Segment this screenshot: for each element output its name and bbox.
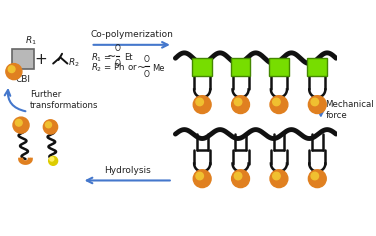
Text: $R_2$: $R_2$ [68,56,80,69]
Circle shape [232,96,250,114]
Circle shape [232,170,250,188]
Circle shape [234,98,242,106]
Text: O: O [114,44,120,53]
Circle shape [273,98,280,106]
Circle shape [196,98,203,106]
Text: O: O [144,70,150,79]
Circle shape [270,96,288,114]
Circle shape [193,96,211,114]
Text: $R_2$ = Ph or: $R_2$ = Ph or [91,62,138,74]
Bar [308,58,327,76]
Text: Hydrolysis: Hydrolysis [104,166,151,175]
Text: Further
transformations: Further transformations [30,90,99,110]
Text: CBI: CBI [15,75,30,84]
Text: +: + [34,52,47,67]
Bar [231,58,250,76]
Circle shape [6,63,22,80]
Text: O: O [114,59,120,68]
Text: Et: Et [124,53,132,62]
Circle shape [15,119,22,126]
Circle shape [311,98,318,106]
Text: ~: ~ [137,63,146,73]
Text: O: O [144,55,150,63]
Text: Mechanical
force: Mechanical force [325,100,374,120]
Circle shape [308,170,326,188]
Bar [269,58,289,76]
Text: Co-polymerization: Co-polymerization [90,30,173,38]
Text: $R_1$: $R_1$ [25,34,37,46]
Circle shape [45,122,52,128]
Circle shape [43,120,58,134]
Circle shape [273,172,280,180]
Circle shape [13,117,29,133]
Circle shape [270,170,288,188]
Circle shape [49,156,58,165]
Circle shape [8,66,15,72]
Text: Me: Me [152,63,165,72]
Text: $R_1$ =: $R_1$ = [91,51,112,63]
Circle shape [193,170,211,188]
Circle shape [196,172,203,180]
Bar [193,58,212,76]
Circle shape [308,96,326,114]
Circle shape [50,157,54,161]
Text: ~: ~ [107,52,116,62]
Circle shape [234,172,242,180]
Circle shape [311,172,318,180]
Bar [12,49,33,69]
